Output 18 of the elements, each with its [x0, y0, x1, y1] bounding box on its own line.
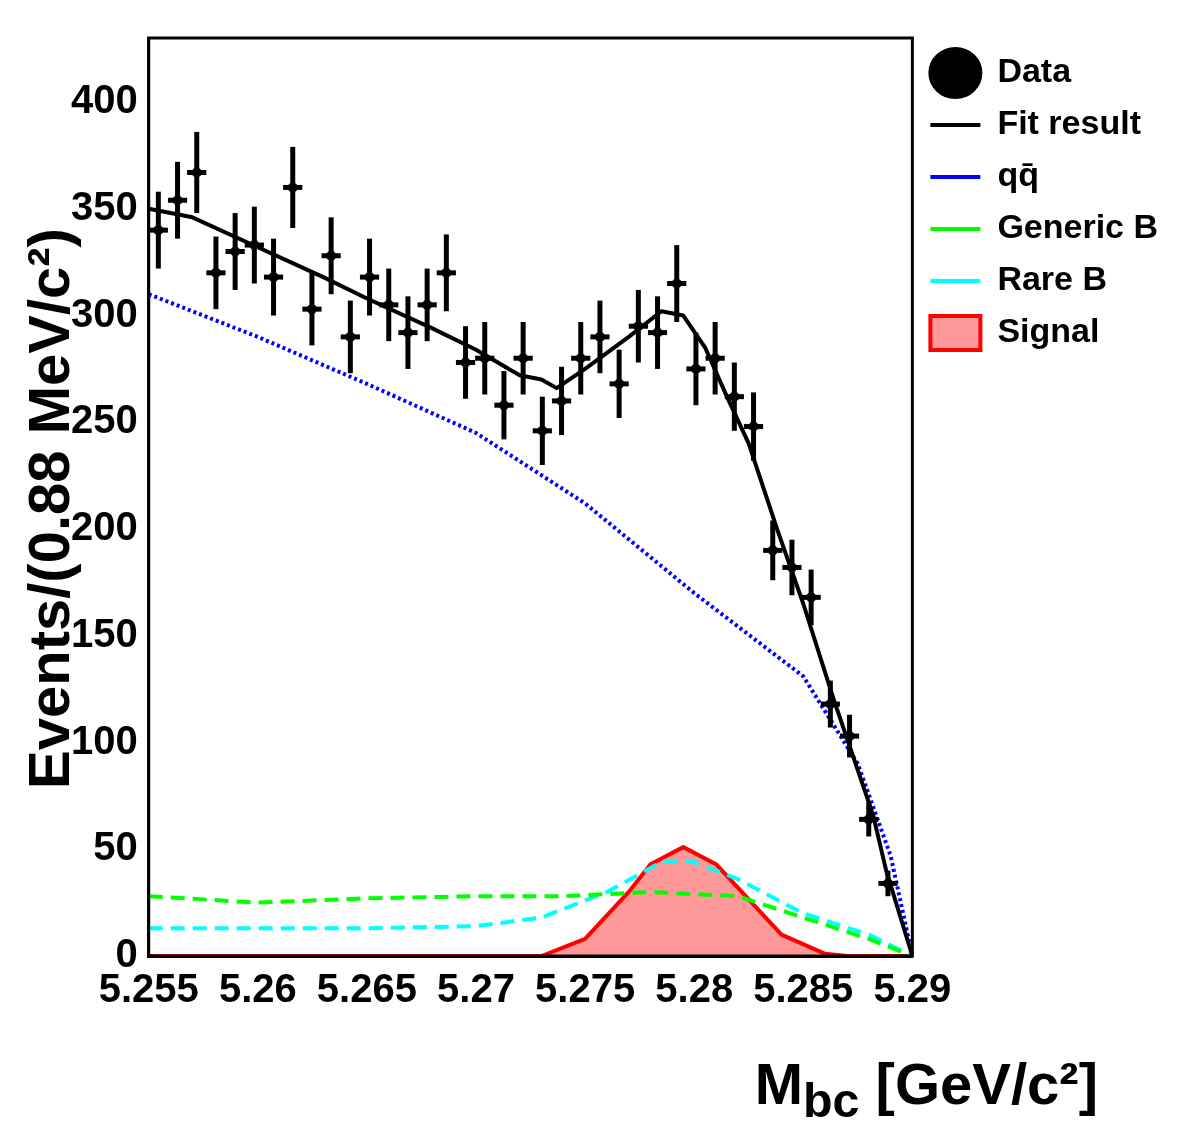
x-tick-label: 5.28: [655, 966, 734, 1011]
legend-label: Data: [997, 51, 1073, 90]
y-tick-label: 400: [70, 77, 138, 122]
legend-label: Fit result: [997, 103, 1141, 142]
legend-label: qq̄: [997, 155, 1039, 194]
legend-label: Generic B: [997, 207, 1158, 246]
legend-label: Rare B: [997, 259, 1107, 298]
x-axis-title: M$_{bc}$ [GeV/c²]: [754, 1050, 1098, 1128]
x-tick-label: 5.265: [316, 966, 417, 1011]
x-tick-label: 5.29: [873, 966, 952, 1011]
y-tick-label: 50: [93, 824, 138, 869]
x-tick-label: 5.26: [218, 966, 297, 1011]
x-tick-label: 5.285: [753, 966, 854, 1011]
x-tick-label: 5.27: [437, 966, 515, 1011]
x-tick-label: 5.275: [535, 966, 636, 1011]
legend-label: Signal: [997, 311, 1100, 350]
y-tick-label: 350: [70, 183, 138, 228]
x-tick-label: 5.255: [98, 966, 199, 1011]
